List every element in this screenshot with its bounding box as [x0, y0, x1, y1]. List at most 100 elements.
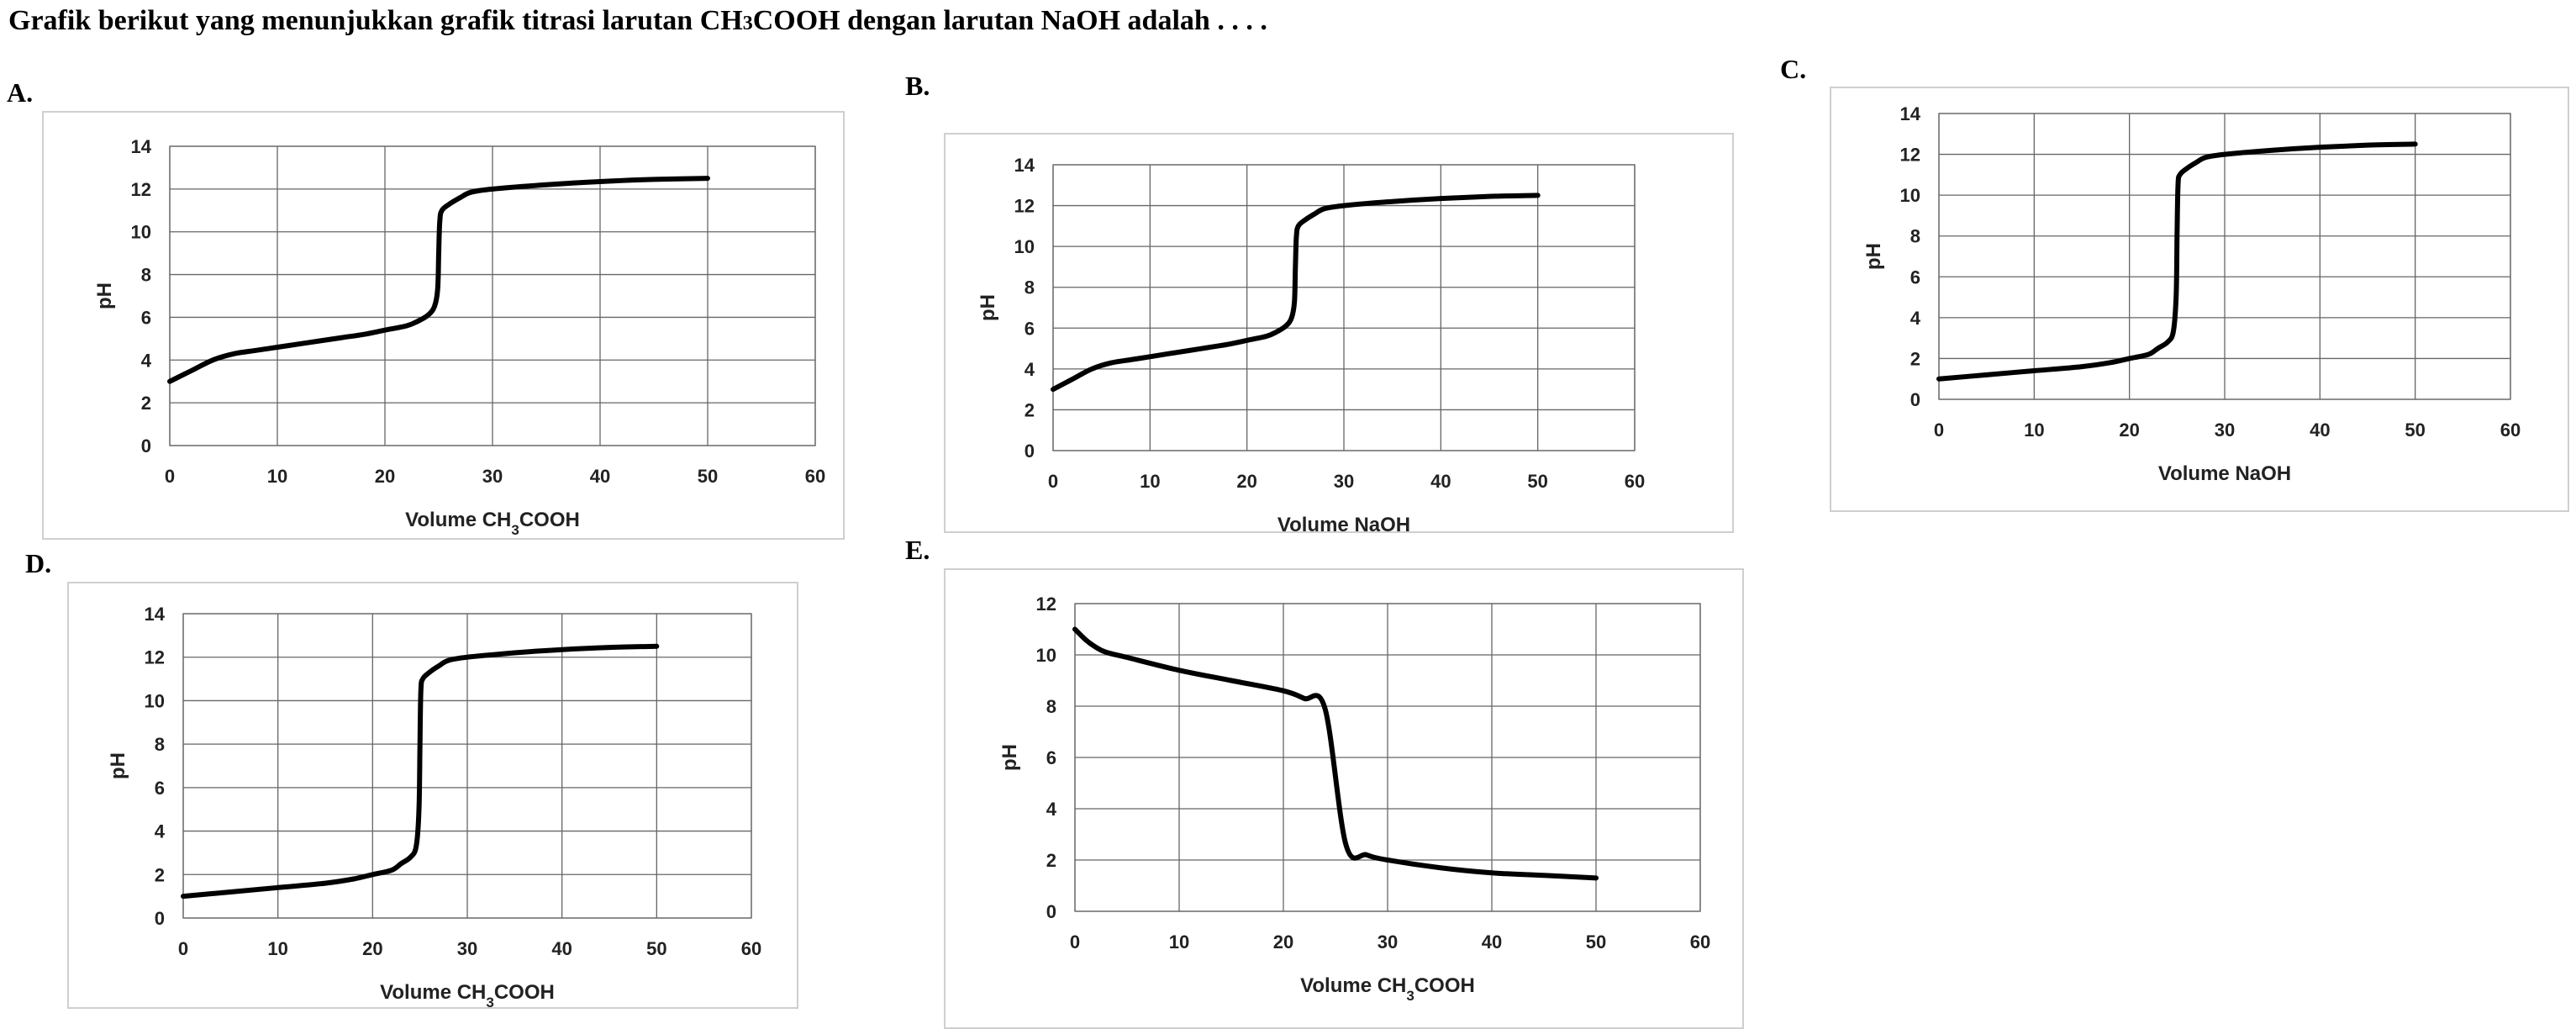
chart-e: 0 10 20 30 40 50 60 0 2 4 6 8 10 12 Volume CH3COOH pH: [944, 568, 1744, 1029]
y-tick-label: 0: [141, 435, 151, 456]
x-tick-label: 20: [375, 466, 395, 487]
x-tick-label: 20: [2119, 420, 2139, 441]
x-tick-label: 60: [1690, 931, 1710, 952]
y-tick-label: 6: [141, 307, 151, 328]
question-text-part: Grafik berikut yang menunjukkan grafik t…: [8, 5, 743, 36]
chart-area-frame: [67, 582, 798, 1009]
plot-area-frame: [182, 613, 752, 919]
plot-area-frame: [1074, 603, 1701, 912]
y-tick-label: 4: [155, 821, 166, 842]
x-tick-label: 0: [1048, 471, 1058, 492]
titration-curve-line: [167, 176, 710, 384]
option-label-c[interactable]: C.: [1780, 54, 1807, 84]
chart-area-frame: [944, 133, 1734, 533]
x-tick-label: 30: [1378, 931, 1398, 952]
x-tick-label: 40: [551, 938, 572, 959]
chart-b: 0 10 20 30 40 50 60 0 2 4 6 8 10 12 14 Volume NaOH pH: [944, 133, 1734, 536]
chart-d-svg: 0 10 20 30 40 50 60 0 2 4 6 8 10 12 14 Volume CH3COOH pH: [67, 582, 798, 1011]
y-tick-label: 8: [1025, 277, 1035, 298]
y-tick-label: 0: [1025, 441, 1035, 462]
y-axis-title: pH: [107, 752, 129, 779]
x-tick-label: 10: [1140, 471, 1160, 492]
option-label-b[interactable]: B.: [905, 71, 930, 101]
y-tick-label: 10: [1036, 645, 1056, 666]
chart-b-svg: 0 10 20 30 40 50 60 0 2 4 6 8 10 12 14 Volume NaOH pH: [944, 133, 1734, 536]
option-label-d[interactable]: D.: [25, 548, 52, 578]
y-tick-label: 4: [1046, 799, 1057, 820]
x-tick-label: 50: [646, 938, 666, 959]
x-axis-title: Volume NaOH: [1277, 514, 1410, 536]
y-tick-label: 6: [1046, 747, 1056, 768]
x-tick-label: 20: [362, 938, 382, 959]
x-axis-title: Volume CH3COOH: [380, 981, 555, 1011]
y-axis-title: pH: [998, 744, 1021, 771]
y-tick-label: 4: [1025, 359, 1035, 380]
y-tick-label: 14: [1014, 155, 1035, 176]
x-tick-label: 50: [698, 466, 718, 487]
y-tick-label: 12: [1014, 196, 1035, 217]
chart-area-frame: [1830, 87, 2569, 512]
y-tick-label: 6: [1025, 318, 1035, 339]
y-tick-label: 10: [145, 690, 165, 711]
chart-a: 0 10 20 30 40 50 60 0 2 4 6 8 10 12 14 Volume CH3COOH pH: [42, 111, 845, 540]
chart-a-svg: 0 10 20 30 40 50 60 0 2 4 6 8 10 12 14 Volume CH3COOH pH: [42, 111, 845, 540]
x-tick-label: 0: [165, 466, 175, 487]
y-tick-label: 2: [1910, 348, 1920, 369]
y-tick-label: 2: [141, 393, 151, 414]
chart-c: 0 10 20 30 40 50 60 0 2 4 6 8 10 12 14 Volume NaOH pH: [1830, 87, 2569, 512]
y-tick-label: 14: [131, 136, 152, 157]
x-tick-label: 20: [1273, 931, 1293, 952]
y-tick-label: 6: [155, 778, 165, 799]
question-text-part: COOH dengan larutan NaOH adalah . . . .: [752, 5, 1267, 36]
y-tick-label: 10: [131, 222, 151, 243]
y-tick-label: 12: [1036, 594, 1056, 615]
question-text: Grafik berikut yang menunjukkan grafik t…: [8, 5, 1267, 37]
chart-e-svg: 0 10 20 30 40 50 60 0 2 4 6 8 10 12 Volume CH3COOH pH: [944, 568, 1744, 1029]
x-tick-label: 60: [805, 466, 825, 487]
x-tick-label: 60: [1625, 471, 1645, 492]
titration-curve-line: [1072, 626, 1599, 881]
y-tick-label: 0: [1910, 389, 1920, 410]
y-tick-label: 4: [1910, 308, 1921, 329]
titration-curve-line: [181, 643, 660, 900]
x-tick-label: 0: [178, 938, 188, 959]
y-tick-label: 2: [1046, 850, 1056, 871]
x-tick-label: 50: [1527, 471, 1547, 492]
y-tick-label: 8: [1046, 696, 1056, 717]
option-label-e[interactable]: E.: [905, 535, 930, 565]
x-tick-label: 40: [1430, 471, 1451, 492]
y-tick-label: 8: [1910, 226, 1920, 247]
x-tick-label: 10: [1169, 931, 1189, 952]
y-tick-label: 2: [155, 864, 165, 885]
x-axis-title: Volume CH3COOH: [1300, 974, 1475, 1004]
y-tick-label: 4: [141, 350, 152, 371]
chart-c-svg: 0 10 20 30 40 50 60 0 2 4 6 8 10 12 14 Volume NaOH pH: [1830, 87, 2569, 512]
x-tick-label: 40: [2310, 420, 2330, 441]
y-tick-label: 14: [145, 604, 166, 625]
y-tick-label: 10: [1014, 236, 1035, 257]
x-axis-title: Volume NaOH: [2158, 462, 2291, 485]
y-axis-title: pH: [93, 282, 116, 309]
x-tick-label: 30: [1334, 471, 1354, 492]
x-tick-label: 10: [2024, 420, 2044, 441]
option-label-a[interactable]: A.: [7, 77, 34, 108]
chart-area-frame: [944, 568, 1744, 1029]
y-tick-label: 12: [1900, 145, 1920, 166]
x-tick-label: 50: [1586, 931, 1606, 952]
plot-area-frame: [1052, 164, 1636, 451]
x-tick-label: 10: [267, 938, 287, 959]
x-tick-label: 60: [2500, 420, 2521, 441]
y-tick-label: 12: [131, 179, 151, 200]
x-tick-label: 10: [267, 466, 287, 487]
y-axis-title: pH: [1862, 243, 1885, 270]
x-tick-label: 60: [741, 938, 761, 959]
plot-area-frame: [1938, 113, 2511, 400]
plot-area-frame: [169, 145, 816, 446]
chart-area-frame: [42, 111, 845, 540]
question-subscript: 3: [742, 13, 753, 34]
y-tick-label: 10: [1900, 185, 1920, 206]
x-axis-title: Volume CH3COOH: [405, 509, 580, 538]
y-tick-label: 6: [1910, 266, 1920, 288]
y-tick-label: 0: [1046, 901, 1056, 922]
titration-curve-line: [1936, 141, 2418, 382]
